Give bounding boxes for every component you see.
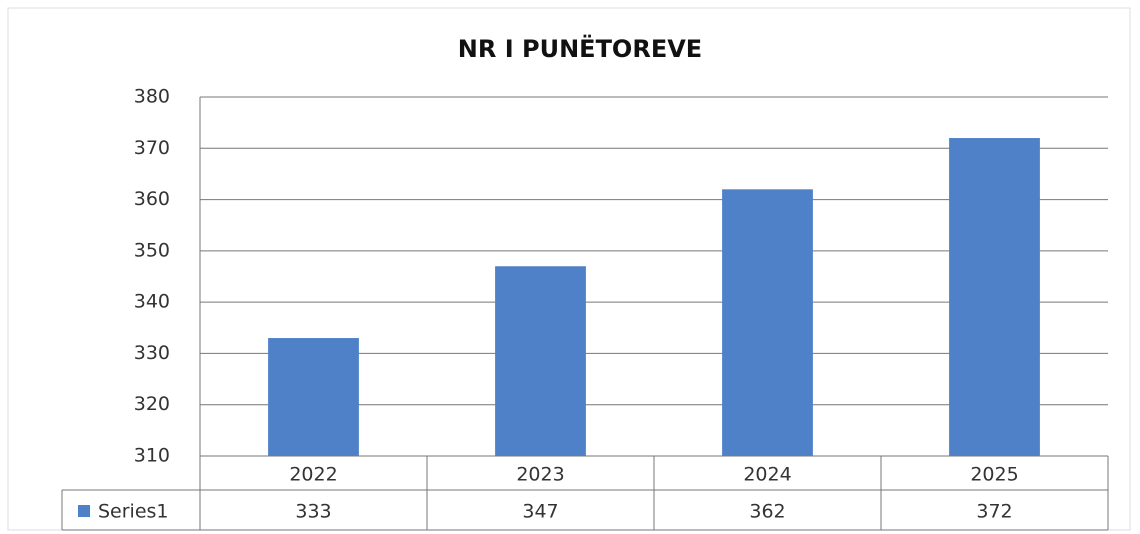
table-value: 333	[295, 501, 331, 523]
y-tick-label: 320	[134, 393, 170, 415]
legend-swatch	[78, 505, 90, 517]
y-tick-label: 330	[134, 342, 170, 364]
bar	[268, 338, 359, 456]
bar	[949, 138, 1040, 456]
table-value: 362	[749, 501, 785, 523]
x-tick-label: 2025	[970, 464, 1018, 486]
x-tick-label: 2022	[289, 464, 337, 486]
y-tick-label: 350	[134, 239, 170, 261]
table-value: 372	[976, 501, 1012, 523]
y-tick-label: 310	[134, 445, 170, 467]
x-tick-label: 2023	[516, 464, 564, 486]
table-value: 347	[522, 501, 558, 523]
x-tick-label: 2024	[743, 464, 791, 486]
y-tick-label: 380	[134, 86, 170, 108]
legend-label: Series1	[98, 501, 169, 523]
bar	[722, 189, 813, 457]
bar	[495, 266, 586, 456]
y-tick-label: 370	[134, 137, 170, 159]
y-tick-label: 340	[134, 291, 170, 313]
y-tick-label: 360	[134, 188, 170, 210]
chart-title: NR I PUNËTOREVE	[458, 34, 702, 63]
